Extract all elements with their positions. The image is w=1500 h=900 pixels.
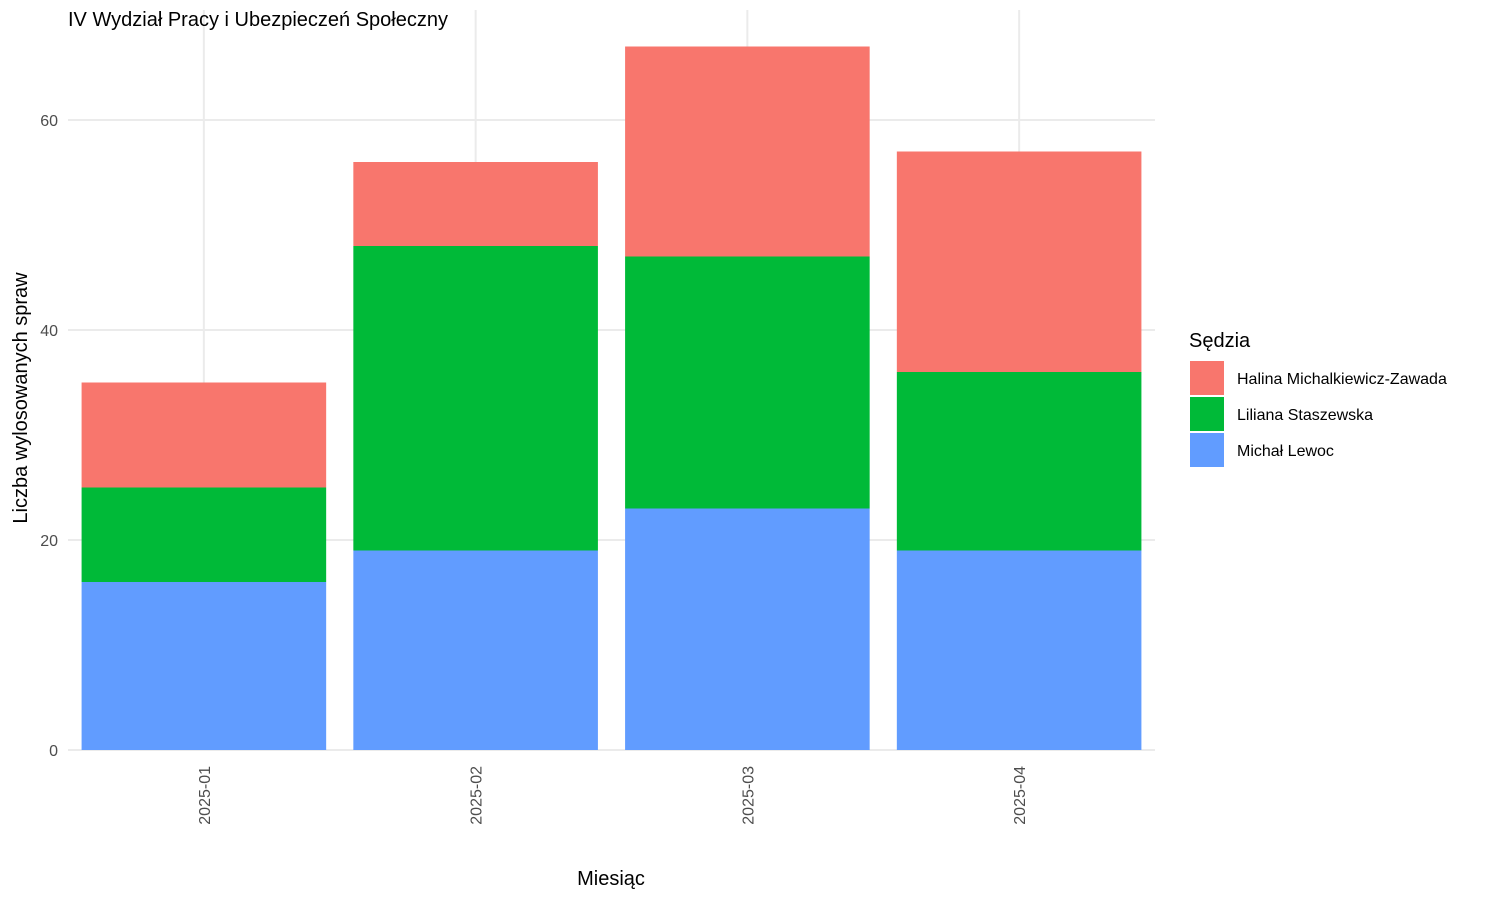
legend: Sędzia Halina Michalkiewicz-Zawada Lilian… <box>1189 330 1447 467</box>
bar-segment <box>896 151 1142 372</box>
legend-swatch <box>1190 361 1224 395</box>
bar-segment <box>625 508 870 750</box>
y-axis-tick-labels: 0 20 40 60 <box>40 113 58 760</box>
legend-swatch <box>1190 433 1224 467</box>
y-axis-title: Liczba wylosowanych spraw <box>10 272 32 524</box>
bar-segment <box>81 382 327 488</box>
x-axis-tick-labels: 2025-01 2025-02 2025-03 2025-04 <box>197 766 1029 825</box>
bar-segment <box>896 372 1142 551</box>
legend-label: Michał Lewoc <box>1237 443 1334 460</box>
legend-label: Liliana Staszewska <box>1237 407 1373 424</box>
bar-segment <box>353 550 598 750</box>
chart-title: IV Wydział Pracy i Ubezpieczeń Społeczny <box>68 9 448 31</box>
y-tick-label: 60 <box>40 113 58 130</box>
bars <box>81 46 1142 750</box>
legend-title: Sędzia <box>1189 330 1251 352</box>
x-tick-label: 2025-03 <box>740 766 757 825</box>
bar-segment <box>353 162 598 246</box>
bar-segment <box>81 582 327 750</box>
bar-segment <box>625 46 870 257</box>
bar-segment <box>625 256 870 509</box>
legend-label: Halina Michalkiewicz-Zawada <box>1237 371 1447 388</box>
y-tick-label: 40 <box>40 323 58 340</box>
y-tick-label: 0 <box>49 743 58 760</box>
bar-segment <box>81 487 327 582</box>
x-tick-label: 2025-04 <box>1012 766 1029 825</box>
bar-segment <box>353 246 598 551</box>
x-axis-title: Miesiąc <box>577 868 645 890</box>
x-tick-label: 2025-01 <box>197 766 214 825</box>
legend-swatch <box>1190 397 1224 431</box>
bar-segment <box>896 550 1142 750</box>
y-tick-label: 20 <box>40 533 58 550</box>
x-tick-label: 2025-02 <box>469 766 486 825</box>
